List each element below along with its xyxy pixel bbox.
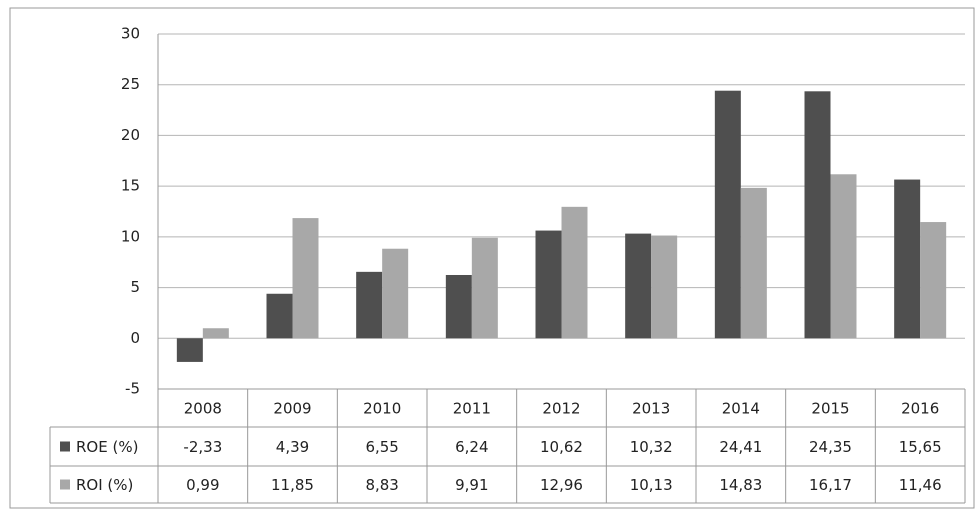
bar: [561, 206, 588, 339]
data-label: 10,13: [630, 476, 673, 494]
data-label: 4,39: [276, 438, 309, 456]
x-tick-label: 2012: [542, 400, 580, 418]
legend-label: ROI (%): [76, 476, 133, 494]
bar: [535, 230, 562, 339]
bar: [471, 237, 498, 339]
bar: [714, 90, 741, 339]
data-label: 12,96: [540, 476, 583, 494]
x-tick-label: 2013: [632, 400, 670, 418]
bar: [830, 174, 857, 339]
bar: [266, 293, 293, 339]
data-label: 14,83: [719, 476, 762, 494]
y-tick-label: 5: [130, 278, 140, 296]
x-tick-label: 2014: [722, 400, 760, 418]
legend-label: ROE (%): [76, 438, 138, 456]
bar: [804, 91, 831, 339]
bar: [894, 179, 921, 339]
bar: [651, 235, 678, 339]
x-tick-label: 2016: [901, 400, 939, 418]
bar: [356, 271, 383, 339]
data-label: 6,24: [455, 438, 488, 456]
x-tick-label: 2008: [184, 400, 222, 418]
y-tick-label: -5: [125, 380, 140, 398]
data-label: 9,91: [455, 476, 488, 494]
data-label: 24,41: [719, 438, 762, 456]
bar: [445, 274, 472, 339]
data-label: 16,17: [809, 476, 852, 494]
data-label: 24,35: [809, 438, 852, 456]
data-label: 15,65: [899, 438, 942, 456]
bar: [176, 338, 203, 362]
y-tick-label: 15: [121, 177, 140, 195]
bar: [292, 218, 319, 339]
y-tick-label: 20: [121, 126, 140, 144]
legend-swatch: [60, 441, 70, 452]
legend-swatch: [60, 479, 70, 490]
y-tick-label: 0: [130, 329, 140, 347]
bar: [625, 233, 652, 339]
x-tick-label: 2009: [273, 400, 311, 418]
bar: [740, 187, 767, 339]
x-tick-label: 2010: [363, 400, 401, 418]
data-label: 0,99: [186, 476, 219, 494]
y-tick-label: 25: [121, 75, 140, 93]
data-label: 11,85: [271, 476, 314, 494]
data-label: 11,46: [899, 476, 942, 494]
y-tick-label: 30: [121, 25, 140, 43]
bar: [920, 222, 947, 339]
bar: [382, 248, 409, 339]
data-label: -2,33: [183, 438, 222, 456]
y-tick-label: 10: [121, 227, 140, 245]
x-tick-label: 2015: [811, 400, 849, 418]
data-label: 6,55: [365, 438, 398, 456]
data-label: 10,32: [630, 438, 673, 456]
x-tick-label: 2011: [453, 400, 491, 418]
data-label: 10,62: [540, 438, 583, 456]
data-label: 8,83: [365, 476, 398, 494]
bar: [202, 328, 229, 339]
